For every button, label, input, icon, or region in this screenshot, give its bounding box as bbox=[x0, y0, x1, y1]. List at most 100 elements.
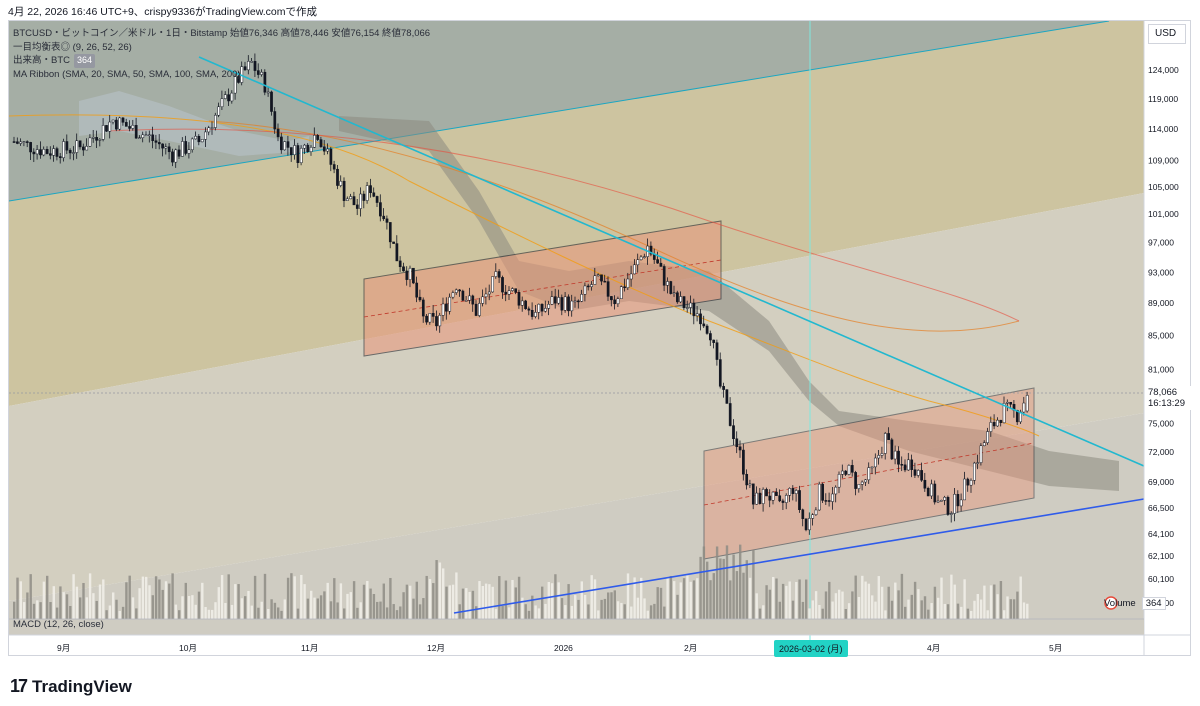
volume-bar bbox=[1022, 602, 1026, 619]
candle-body bbox=[39, 149, 42, 156]
volume-bar bbox=[920, 600, 923, 619]
chart-frame[interactable]: 124,000 119,000 114,000 109,000 105,000 101,0… bbox=[8, 20, 1191, 656]
volume-bar bbox=[494, 608, 498, 619]
volume-bar bbox=[201, 582, 204, 619]
candle-body bbox=[230, 92, 234, 102]
volume-bar bbox=[141, 576, 145, 619]
volume-bar bbox=[270, 599, 273, 619]
volume-bar bbox=[425, 575, 428, 619]
volume-bar bbox=[323, 591, 326, 619]
candle-body bbox=[392, 241, 395, 244]
volume-bar bbox=[828, 581, 831, 619]
candle-body bbox=[603, 280, 607, 283]
candle-body bbox=[643, 256, 646, 258]
volume-bar bbox=[154, 576, 158, 619]
candle-body bbox=[979, 445, 983, 463]
volume-bar bbox=[19, 581, 22, 619]
candle-body bbox=[398, 260, 402, 268]
macd-legend[interactable]: MACD (12, 26, close) bbox=[13, 619, 104, 630]
candle-body bbox=[438, 315, 442, 327]
volume-bar bbox=[752, 550, 755, 619]
symbol-line[interactable]: BTCUSD・ビットコイン／米ドル・1日・Bitstamp 始値76,346 高… bbox=[13, 28, 431, 39]
ichimoku-legend[interactable]: 一目均衡表◎ (9, 26, 52, 26) bbox=[13, 41, 132, 53]
candle-body bbox=[497, 271, 501, 278]
volume-bar bbox=[673, 581, 676, 619]
volume-bar bbox=[960, 606, 963, 619]
candle-body bbox=[101, 125, 105, 140]
volume-bar bbox=[128, 575, 131, 619]
volume-bar bbox=[118, 610, 121, 619]
volume-bar bbox=[399, 606, 402, 619]
volume-bar bbox=[663, 606, 666, 619]
candle-body bbox=[557, 297, 560, 304]
candle-body bbox=[385, 218, 389, 223]
volume-bar bbox=[49, 602, 52, 619]
candle-body bbox=[553, 296, 557, 304]
candle-body bbox=[299, 147, 303, 163]
volume-bar bbox=[956, 603, 960, 619]
volume-bar bbox=[135, 608, 138, 619]
volume-bar bbox=[917, 589, 920, 619]
volume-bar bbox=[907, 599, 910, 619]
volume-bar bbox=[781, 583, 785, 619]
volume-bar bbox=[610, 592, 613, 619]
time-axis: 9月 10月 11月 12月 2026 2月 4月 5月 bbox=[57, 643, 1062, 653]
volume-bar bbox=[748, 577, 752, 619]
candle-body bbox=[85, 146, 89, 151]
candle-body bbox=[745, 473, 749, 486]
candle-body bbox=[471, 295, 475, 305]
volume-bar bbox=[422, 598, 425, 619]
price-chart[interactable]: 124,000 119,000 114,000 109,000 105,000 101,0… bbox=[9, 21, 1191, 656]
volume-legend[interactable]: 出来高・BTC 364 bbox=[13, 54, 430, 68]
volume-bar bbox=[409, 585, 412, 619]
candle-body bbox=[326, 148, 329, 152]
candle-body bbox=[870, 466, 874, 469]
candle-body bbox=[524, 300, 527, 310]
volume-bar bbox=[620, 602, 623, 619]
candle-body bbox=[65, 141, 69, 151]
volume-bar bbox=[382, 583, 385, 619]
volume-bar bbox=[451, 584, 455, 619]
candle-body bbox=[210, 127, 214, 129]
volume-bar bbox=[682, 578, 686, 619]
volume-bar bbox=[768, 589, 772, 619]
candle-body bbox=[742, 449, 745, 475]
candle-body bbox=[709, 333, 712, 341]
candle-body bbox=[68, 149, 72, 154]
volume-bar bbox=[491, 586, 494, 619]
volume-bar bbox=[52, 586, 55, 619]
volume-bar bbox=[811, 600, 814, 619]
currency-button[interactable]: USD bbox=[1148, 24, 1186, 44]
ma-50 bbox=[208, 120, 1020, 332]
candle-body bbox=[718, 359, 722, 387]
volume-bar bbox=[455, 572, 458, 619]
volume-bar bbox=[214, 602, 217, 619]
volume-bar bbox=[319, 595, 323, 619]
volume-bar bbox=[227, 574, 230, 619]
volume-bar bbox=[706, 561, 709, 619]
candle-body bbox=[738, 446, 742, 451]
candle-body bbox=[699, 313, 702, 325]
volume-bar bbox=[976, 593, 979, 619]
candle-body bbox=[263, 71, 267, 93]
volume-bar bbox=[488, 584, 491, 619]
candle-body bbox=[755, 492, 758, 505]
candle-body bbox=[289, 147, 293, 156]
ma-ribbon-legend[interactable]: MA Ribbon (SMA, 20, SMA, 50, SMA, 100, S… bbox=[13, 68, 241, 80]
volume-bar bbox=[775, 578, 778, 619]
candle-body bbox=[619, 286, 623, 299]
volume-bar bbox=[263, 573, 267, 619]
candle-body bbox=[887, 433, 890, 440]
candle-body bbox=[174, 149, 178, 163]
volume-badge: 364 bbox=[74, 54, 96, 68]
candle-body bbox=[606, 281, 610, 297]
candle-body bbox=[55, 148, 59, 157]
volume-bar bbox=[550, 583, 554, 619]
volume-bar bbox=[359, 602, 362, 619]
volume-bar bbox=[715, 546, 719, 619]
volume-bar bbox=[151, 595, 154, 619]
volume-bar bbox=[1019, 576, 1022, 619]
candle-body bbox=[949, 513, 953, 515]
volume-bar bbox=[352, 581, 356, 619]
volume-bar bbox=[844, 609, 847, 619]
